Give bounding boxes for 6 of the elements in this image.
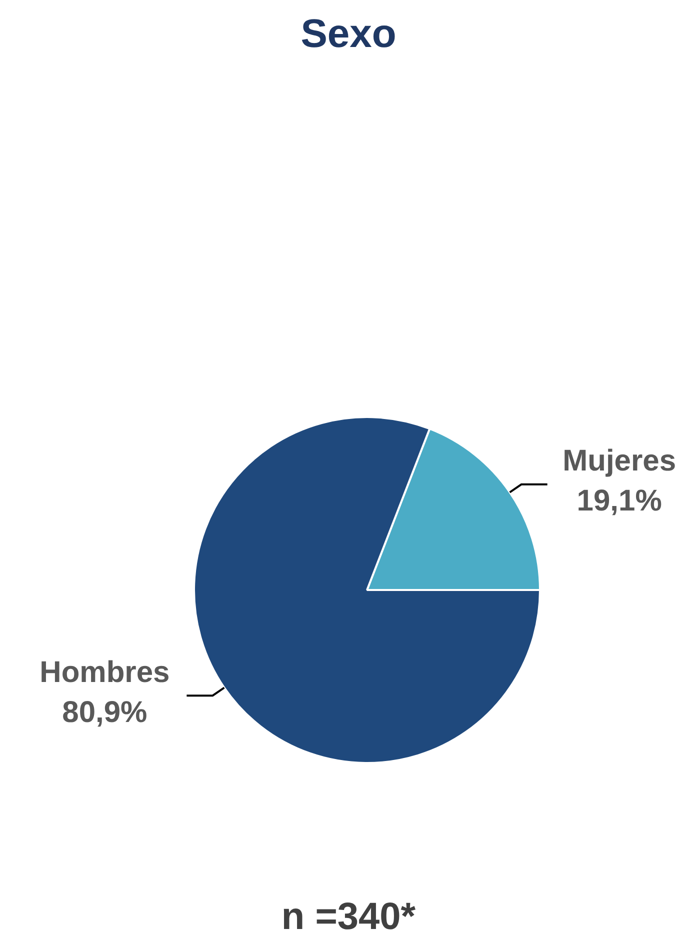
data-label: 19,1% [576, 484, 662, 518]
slice-label: Mujeres [562, 444, 676, 478]
chart-title: Sexo [300, 12, 398, 57]
slice-label: Hombres [40, 656, 170, 689]
text: n =340* [280, 896, 417, 939]
data-label: 80,9% [62, 696, 148, 729]
